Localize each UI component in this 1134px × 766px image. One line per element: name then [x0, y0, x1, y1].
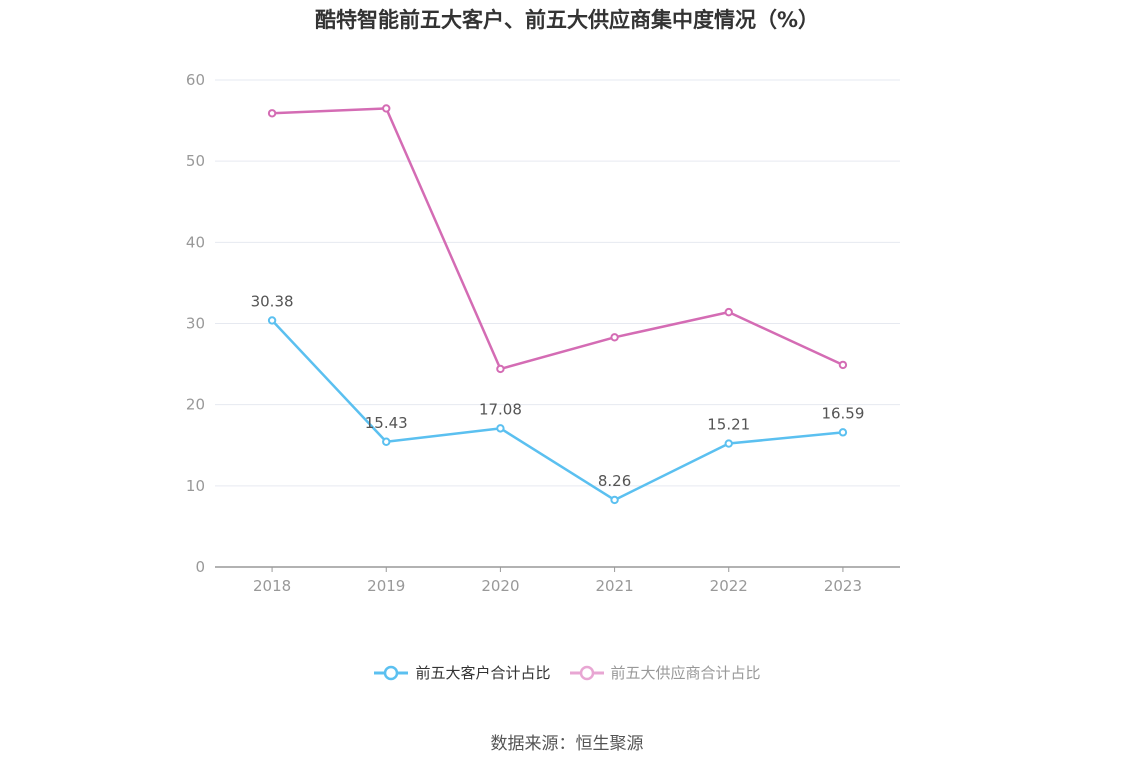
- legend: 前五大客户合计占比 前五大供应商合计占比: [0, 662, 1134, 683]
- series-customers-point[interactable]: [382, 437, 391, 446]
- x-tick-label: 2022: [710, 577, 748, 595]
- series-lines: [267, 104, 848, 505]
- axes: 0 10 20 30 40 50 60 2018 2019 2020 2021 2022 2023: [186, 71, 900, 595]
- y-tick-label: 50: [186, 152, 205, 170]
- series-suppliers-point[interactable]: [496, 364, 505, 374]
- series-customers-point[interactable]: [496, 424, 505, 433]
- legend-suppliers-label: 前五大供应商合计占比: [610, 664, 761, 682]
- data-label: 8.26: [598, 472, 631, 490]
- data-label: 17.08: [479, 400, 522, 418]
- data-label: 16.59: [821, 404, 864, 422]
- data-source: 数据来源：恒生聚源: [490, 734, 644, 754]
- y-tick-label: 30: [186, 315, 205, 333]
- series-customers-point[interactable]: [838, 428, 848, 437]
- data-labels: 30.38 15.43 17.08 8.26 15.21 16.59: [251, 292, 865, 490]
- series-suppliers-line: [272, 107, 844, 371]
- series-suppliers-point[interactable]: [838, 360, 848, 370]
- series-suppliers-point[interactable]: [267, 109, 277, 118]
- legend-item-suppliers[interactable]: 前五大供应商合计占比: [569, 662, 761, 683]
- y-tick-label: 60: [186, 71, 205, 89]
- data-label: 15.43: [365, 414, 408, 432]
- chart-title: 酷特智能前五大客户、前五大供应商集中度情况（%）: [314, 8, 820, 32]
- legend-suppliers-icon: [569, 665, 604, 680]
- legend-item-customers[interactable]: 前五大客户合计占比: [373, 662, 551, 683]
- x-tick-label: 2023: [824, 577, 862, 595]
- y-tick-label: 0: [195, 558, 205, 576]
- series-customers-point[interactable]: [724, 439, 733, 448]
- y-tick-label: 40: [186, 233, 205, 251]
- legend-customers-label: 前五大客户合计占比: [415, 664, 551, 682]
- series-customers-point[interactable]: [267, 316, 277, 325]
- x-tick-label: 2021: [595, 577, 633, 595]
- y-tick-label: 10: [186, 477, 205, 495]
- grid-lines: [215, 79, 900, 487]
- x-tick-label: 2019: [367, 577, 405, 595]
- series-suppliers-point[interactable]: [724, 307, 733, 317]
- series-customers-point[interactable]: [610, 495, 619, 505]
- x-tick-label: 2018: [253, 577, 291, 595]
- legend-customers-icon: [374, 665, 409, 680]
- data-label: 30.38: [251, 292, 294, 310]
- x-tick-label: 2020: [481, 577, 519, 595]
- y-tick-label: 20: [186, 396, 205, 414]
- line-chart: 0 10 20 30 40 50 60 2018 2019 2020 2021 2022 2023 30…: [186, 71, 900, 595]
- data-label: 15.21: [707, 416, 750, 434]
- series-suppliers-point[interactable]: [610, 333, 619, 342]
- series-suppliers-point[interactable]: [382, 104, 391, 113]
- series-customers-line: [271, 319, 844, 502]
